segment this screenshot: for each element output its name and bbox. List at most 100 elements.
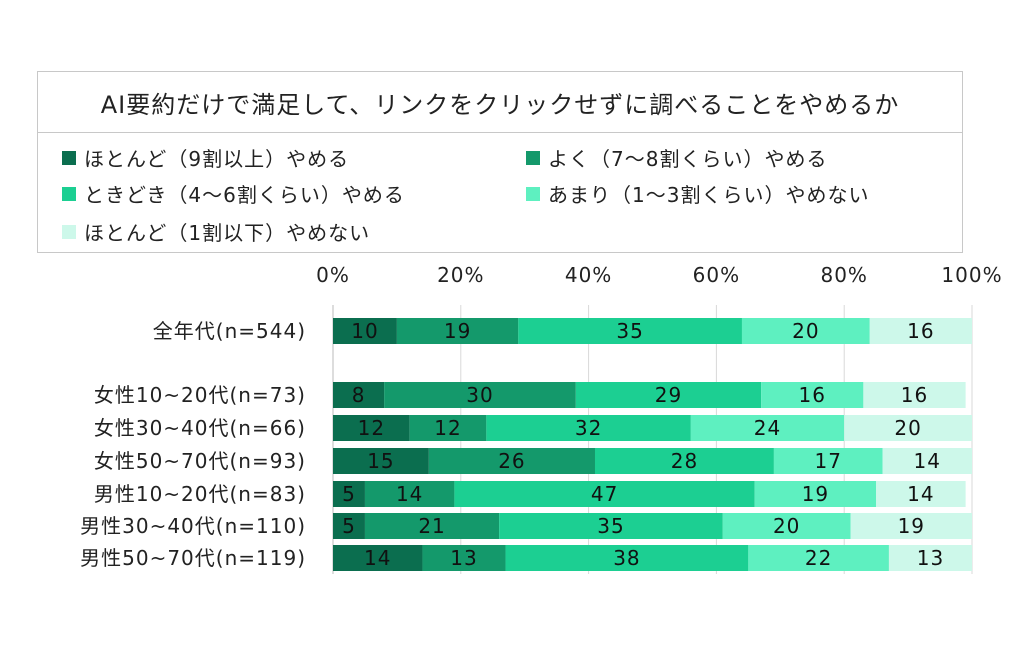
bar-segment: [876, 481, 966, 507]
bar-segment: [741, 318, 870, 344]
bar-segment: [422, 545, 506, 571]
bar-segment: [690, 415, 845, 441]
bar-segment: [454, 481, 755, 507]
legend-item-5: ほとんど（1割以下）やめない: [62, 217, 370, 246]
bar-segment: [863, 382, 966, 408]
data-label: 5: [342, 514, 356, 538]
data-label: 29: [655, 383, 682, 407]
data-label: 19: [802, 482, 829, 506]
bar-segment: [499, 513, 723, 539]
bar-segment: [384, 382, 576, 408]
bar-segment: [761, 382, 864, 408]
chart-title: AI要約だけで満足して、リンクをクリックせずに調べることをやめるか: [100, 90, 900, 119]
data-label: 12: [434, 416, 461, 440]
data-label: 16: [799, 383, 826, 407]
bar-segment: [333, 415, 410, 441]
data-label: 20: [773, 514, 800, 538]
bar-segment: [844, 415, 972, 441]
data-label: 16: [907, 319, 934, 343]
data-label: 22: [805, 546, 832, 570]
x-tick-label: 0%: [316, 263, 350, 287]
bar-segment: [850, 513, 972, 539]
bar-segment: [748, 545, 889, 571]
x-tick-label: 40%: [565, 263, 612, 287]
data-label: 8: [352, 383, 366, 407]
bar-segment: [364, 481, 455, 507]
bar-segment: [594, 448, 774, 474]
category-label: 男性30~40代(n=110): [80, 514, 306, 538]
bar-segment: [575, 382, 762, 408]
data-label: 21: [418, 514, 445, 538]
data-label: 5: [342, 482, 356, 506]
legend-label-1: ほとんど（9割以上）やめる: [84, 147, 350, 171]
category-label: 男性10~20代(n=83): [94, 482, 306, 506]
data-label: 13: [450, 546, 477, 570]
category-label: 男性50~70代(n=119): [80, 546, 306, 570]
data-label: 14: [396, 482, 423, 506]
bar-segment: [333, 513, 365, 539]
bar-segment: [333, 382, 385, 408]
data-label: 14: [364, 546, 391, 570]
category-label: 女性30~40代(n=66): [94, 416, 306, 440]
data-label: 17: [814, 449, 841, 473]
data-label: 15: [367, 449, 394, 473]
legend-item-2: よく（7〜8割くらい）やめる: [526, 143, 827, 172]
category-label: 女性50~70代(n=93): [94, 449, 306, 473]
bar-segment: [333, 481, 365, 507]
bar-segment: [364, 513, 500, 539]
data-label: 28: [671, 449, 698, 473]
data-label: 35: [616, 319, 643, 343]
data-label: 38: [613, 546, 640, 570]
legend-item-1: ほとんど（9割以上）やめる: [62, 143, 349, 172]
x-tick-label: 80%: [820, 263, 867, 287]
bar-segment: [722, 513, 851, 539]
legend-swatch-4: [526, 186, 540, 201]
bar-segment: [505, 545, 749, 571]
bar-segment: [396, 318, 519, 344]
data-label: 14: [907, 482, 934, 506]
x-tick-label: 100%: [941, 263, 1002, 287]
legend-label-3: ときどき（4〜6割くらい）やめる: [84, 183, 405, 207]
legend-label-2: よく（7〜8割くらい）やめる: [548, 147, 828, 171]
x-tick-label: 20%: [437, 263, 484, 287]
bar-segment: [882, 448, 972, 474]
legend-label-4: あまり（1〜3割くらい）やめない: [548, 183, 870, 207]
data-label: 19: [898, 514, 925, 538]
chart-title-box: AI要約だけで満足して、リンクをクリックせずに調べることをやめるか: [37, 71, 963, 133]
category-label: 全年代(n=544): [153, 319, 306, 343]
bar-segment: [486, 415, 691, 441]
legend-swatch-1: [62, 150, 76, 165]
bar-segment: [754, 481, 877, 507]
legend-swatch-2: [526, 150, 540, 165]
data-label: 10: [351, 319, 378, 343]
data-label: 20: [792, 319, 819, 343]
bar-segment: [333, 545, 423, 571]
legend-item-4: あまり（1〜3割くらい）やめない: [526, 179, 869, 208]
category-label: 女性10~20代(n=73): [94, 383, 306, 407]
data-label: 12: [358, 416, 385, 440]
legend-swatch-3: [62, 186, 76, 201]
data-label: 35: [597, 514, 624, 538]
legend-swatch-5: [62, 224, 76, 239]
data-label: 47: [591, 482, 618, 506]
legend-item-3: ときどき（4〜6割くらい）やめる: [62, 179, 405, 208]
bar-segment: [409, 415, 487, 441]
bar-segment: [869, 318, 972, 344]
bar-segment: [518, 318, 742, 344]
bar-segment: [888, 545, 972, 571]
x-tick-label: 60%: [693, 263, 740, 287]
bar-segment: [773, 448, 883, 474]
data-label: 26: [498, 449, 525, 473]
data-label: 13: [917, 546, 944, 570]
data-label: 30: [466, 383, 493, 407]
data-label: 32: [575, 416, 602, 440]
chart-legend: ほとんど（9割以上）やめる よく（7〜8割くらい）やめる ときどき（4〜6割くら…: [37, 133, 963, 253]
data-label: 14: [914, 449, 941, 473]
bar-segment: [333, 318, 397, 344]
bar-segment: [428, 448, 595, 474]
bar-segment: [333, 448, 429, 474]
data-label: 19: [444, 319, 471, 343]
data-label: 24: [754, 416, 781, 440]
data-label: 20: [894, 416, 921, 440]
